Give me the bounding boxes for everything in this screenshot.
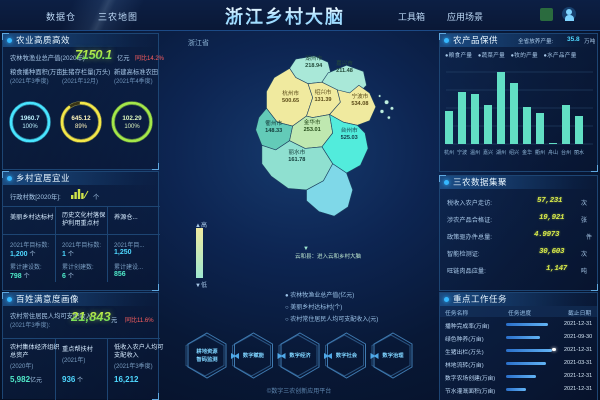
svg-text:温州: 温州 (470, 149, 480, 156)
svg-text:耕地资源: 耕地资源 (196, 347, 218, 355)
svg-text:智码监测: 智码监测 (196, 355, 218, 363)
svg-text:金华: 金华 (522, 149, 532, 156)
svg-text:645.12: 645.12 (71, 115, 91, 122)
svg-text:1960.7: 1960.7 (20, 115, 40, 122)
svg-text:绍兴: 绍兴 (509, 149, 519, 156)
svg-text:100%: 100% (22, 124, 38, 130)
svg-text:湖州: 湖州 (496, 149, 506, 156)
svg-text:89%: 89% (75, 124, 88, 130)
svg-text:舟山: 舟山 (548, 149, 558, 156)
svg-text:丽水: 丽水 (574, 149, 584, 156)
svg-text:杭州: 杭州 (444, 149, 454, 156)
svg-text:数字赋能: 数字赋能 (243, 351, 265, 359)
svg-text:衢州: 衢州 (535, 149, 545, 156)
svg-text:数字社会: 数字社会 (336, 351, 358, 359)
svg-text:嘉兴: 嘉兴 (483, 149, 493, 156)
svg-text:宁波: 宁波 (457, 149, 467, 156)
svg-text:台州: 台州 (561, 149, 571, 156)
svg-text:100%: 100% (124, 124, 140, 130)
svg-text:102.29: 102.29 (122, 115, 142, 122)
svg-text:数字治理: 数字治理 (382, 351, 404, 359)
svg-text:数字经济: 数字经济 (289, 351, 311, 359)
